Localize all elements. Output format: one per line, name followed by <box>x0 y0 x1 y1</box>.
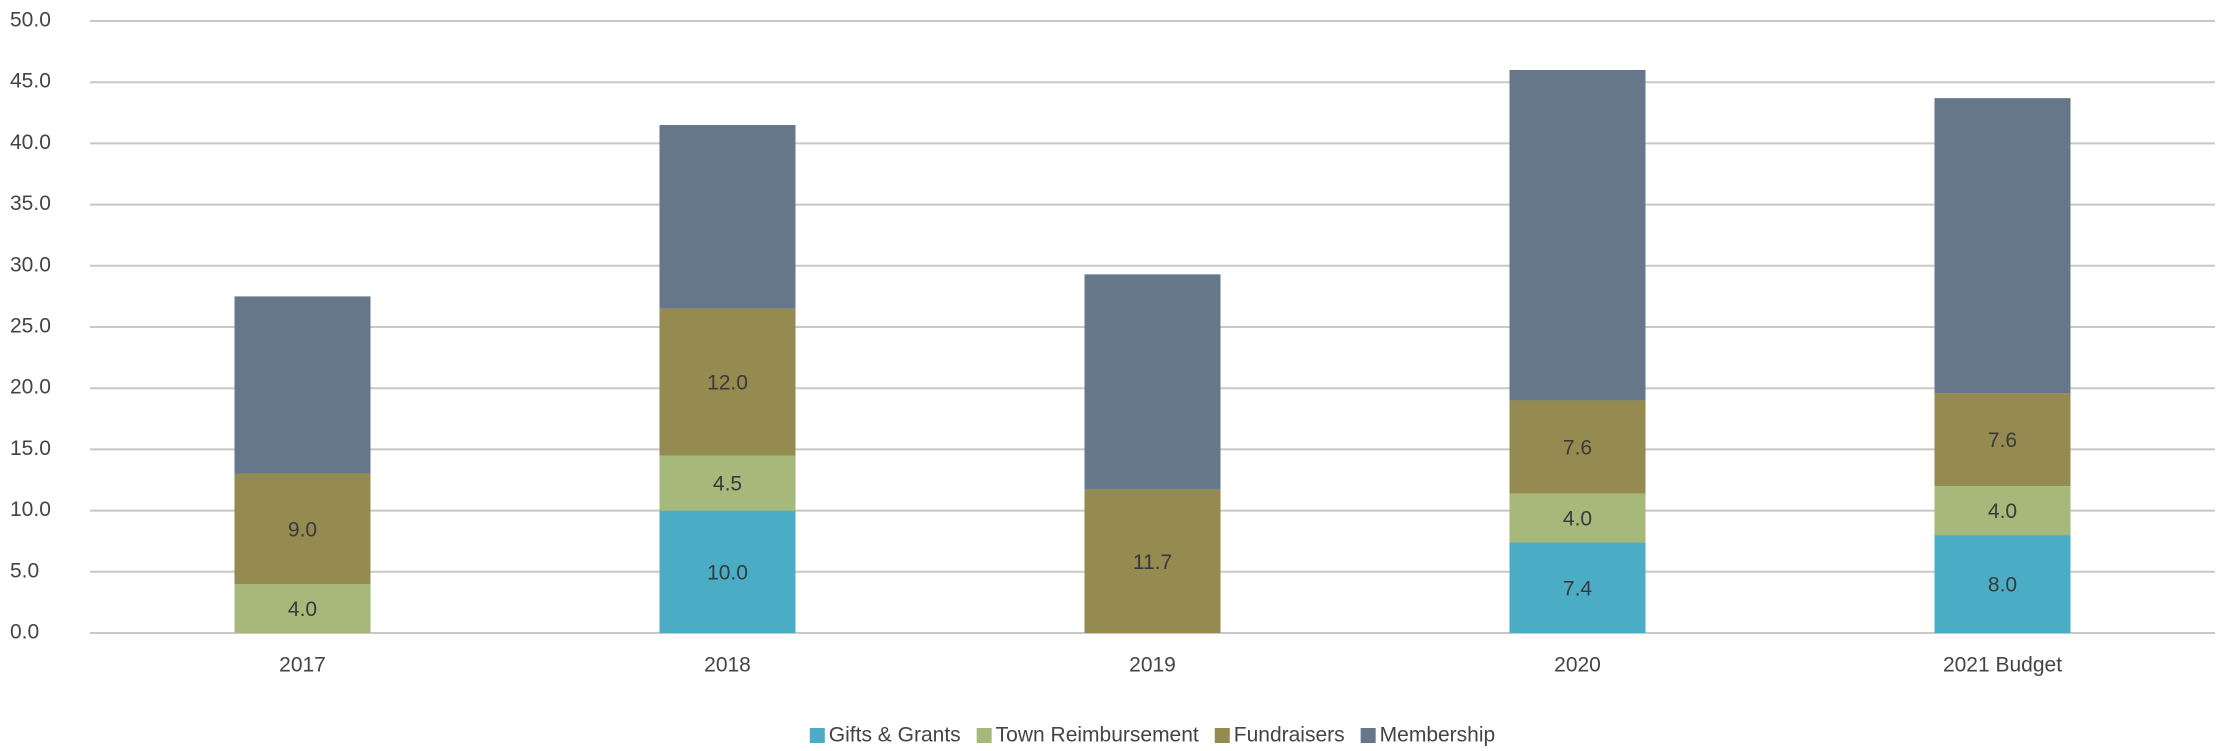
data-label: 8.0 <box>1988 574 2017 597</box>
bar-segment <box>1934 98 2071 394</box>
bar-segment <box>659 125 796 309</box>
bar-segment <box>1509 400 1646 494</box>
data-label: 7.6 <box>1563 436 1592 459</box>
bar-segment <box>1509 542 1646 633</box>
bar-segment <box>234 296 371 474</box>
data-label: 4.5 <box>713 473 742 496</box>
legend-swatch <box>1360 728 1376 743</box>
y-tick-label: 35.0 <box>10 192 51 215</box>
x-tick-label: 2017 <box>279 654 326 677</box>
x-tick-label: 2020 <box>1554 654 1601 677</box>
bar-segment <box>1934 393 2071 487</box>
legend-label: Membership <box>1380 724 1496 747</box>
y-tick-label: 30.0 <box>10 253 51 276</box>
y-tick-label: 40.0 <box>10 131 51 154</box>
y-tick-label: 50.0 <box>10 9 51 32</box>
data-label: 12.0 <box>707 372 748 395</box>
bar-segment <box>659 455 796 511</box>
data-label: 11.7 <box>1133 551 1172 574</box>
x-tick-label: 2018 <box>704 654 751 677</box>
x-tick-label: 2019 <box>1129 654 1176 677</box>
bar-segment <box>1509 493 1646 543</box>
y-tick-label: 25.0 <box>10 315 51 338</box>
data-label: 10.0 <box>707 561 748 584</box>
bar-segment <box>234 473 371 585</box>
y-tick-label: 0.0 <box>10 621 39 644</box>
bar-segment <box>659 510 796 633</box>
data-label: 4.0 <box>1563 507 1592 530</box>
y-tick-label: 15.0 <box>10 437 51 460</box>
data-label: 7.4 <box>1563 577 1593 600</box>
legend-label: Town Reimbursement <box>996 724 1199 747</box>
bar-segment <box>659 308 796 456</box>
x-tick-label: 2021 Budget <box>1943 654 2062 677</box>
bar-segment <box>234 584 371 633</box>
bar-segment <box>1934 486 2071 536</box>
legend-swatch <box>976 728 992 743</box>
y-tick-label: 20.0 <box>10 376 51 399</box>
data-label: 9.0 <box>288 519 317 542</box>
legend-label: Fundraisers <box>1234 724 1345 747</box>
data-label: 4.0 <box>1988 500 2017 523</box>
y-tick-label: 5.0 <box>10 559 39 582</box>
bar-segment <box>1509 69 1646 401</box>
legend-label: Gifts & Grants <box>829 724 961 747</box>
legend-swatch <box>1214 728 1230 743</box>
bar-segment <box>1084 274 1221 490</box>
y-tick-label: 45.0 <box>10 70 51 93</box>
data-label: 7.6 <box>1988 429 2017 452</box>
legend-swatch <box>809 728 825 743</box>
data-label: 4.0 <box>288 598 317 621</box>
y-tick-label: 10.0 <box>10 498 51 521</box>
bar-segment <box>1084 489 1221 633</box>
bar-segment <box>1934 535 2071 633</box>
